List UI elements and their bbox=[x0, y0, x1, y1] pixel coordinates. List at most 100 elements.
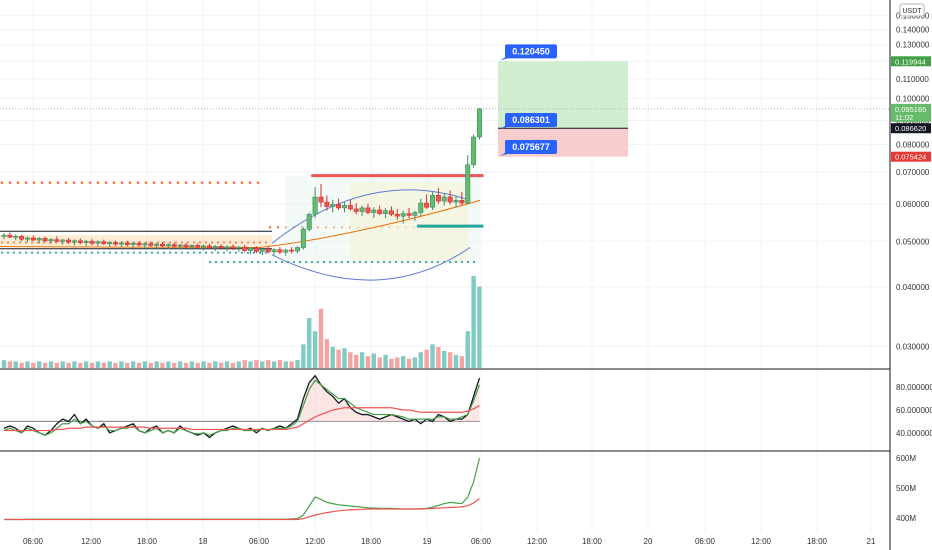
resistance-dot bbox=[80, 181, 84, 184]
teal-dot bbox=[150, 251, 154, 254]
resistance-dot bbox=[208, 181, 212, 184]
red-dot bbox=[258, 241, 262, 244]
volume-indicator-panel bbox=[4, 457, 481, 521]
volume-bar bbox=[301, 344, 306, 368]
volume-bar bbox=[224, 361, 230, 368]
volume-bar bbox=[148, 362, 153, 368]
candle-body bbox=[218, 245, 224, 249]
candle-body bbox=[459, 200, 465, 204]
volume-bar bbox=[130, 361, 136, 368]
candle-body bbox=[7, 234, 13, 238]
candle-body bbox=[430, 195, 436, 208]
volume-indicator-axis[interactable]: 600M 500M 400M bbox=[896, 454, 916, 523]
volume-bar bbox=[453, 354, 459, 368]
candle-body bbox=[371, 209, 377, 213]
volume-bar bbox=[183, 362, 189, 368]
teal-dot-low bbox=[406, 260, 410, 264]
volume-bar bbox=[400, 356, 406, 368]
candle-body bbox=[259, 248, 265, 252]
candle-body bbox=[406, 213, 412, 216]
candle-body bbox=[24, 237, 30, 240]
teal-dot bbox=[54, 251, 58, 254]
price-tick-label: 0.040000 bbox=[896, 283, 930, 292]
teal-dot bbox=[126, 251, 130, 254]
candle-body bbox=[1, 234, 7, 237]
price-tick-label: 0.070000 bbox=[896, 168, 930, 177]
vi-tick-label: 500M bbox=[896, 484, 916, 493]
mid-dot bbox=[276, 226, 280, 229]
volume-bar bbox=[330, 346, 335, 368]
volume-bar bbox=[459, 356, 465, 368]
teal-dot bbox=[132, 251, 136, 254]
candle-body bbox=[177, 244, 183, 247]
time-axis[interactable]: 06:00 12:00 18:00 18 06:00 12:00 18:00 19 06:00 1… bbox=[23, 537, 876, 546]
teal-dot-low bbox=[400, 260, 404, 264]
teal-dot bbox=[180, 251, 184, 254]
teal-dot bbox=[234, 251, 238, 254]
candle-body bbox=[242, 246, 248, 251]
resistance-dot bbox=[88, 181, 92, 184]
volume-bar bbox=[418, 352, 423, 368]
candle-body bbox=[124, 242, 130, 245]
volume-bar bbox=[424, 349, 429, 368]
candle-body bbox=[142, 243, 148, 246]
time-tick-label: 12:00 bbox=[527, 537, 548, 546]
teal-dot bbox=[114, 251, 118, 254]
volume-bar bbox=[189, 361, 195, 368]
teal-dot bbox=[120, 251, 124, 254]
volume-bar bbox=[66, 362, 71, 368]
price-tag-label: 0.075424 bbox=[895, 153, 926, 162]
currency-badge[interactable]: USDT bbox=[899, 3, 925, 17]
panel-dividers[interactable] bbox=[0, 0, 891, 550]
resistance-dot bbox=[64, 181, 68, 184]
candle-body bbox=[148, 243, 154, 246]
osc-tick-label: 80.000000 bbox=[896, 383, 932, 392]
candle-body bbox=[271, 249, 277, 253]
mid-dot bbox=[332, 226, 336, 229]
candle-body bbox=[95, 241, 101, 244]
teal-dot bbox=[72, 251, 76, 254]
teal-dot-low bbox=[214, 260, 218, 264]
red-dot bbox=[240, 241, 244, 244]
volume-bar bbox=[60, 361, 65, 368]
teal-dot bbox=[198, 251, 202, 254]
red-dot bbox=[156, 241, 160, 244]
candle-body bbox=[388, 210, 394, 215]
volume-bar bbox=[213, 361, 218, 368]
candle-body bbox=[341, 205, 347, 209]
lower-band bbox=[271, 247, 471, 281]
teal-dot-low bbox=[226, 260, 230, 264]
volume-bar bbox=[201, 361, 206, 368]
candle-body bbox=[189, 245, 195, 247]
time-tick-label: 19 bbox=[423, 537, 432, 546]
teal-dot-low bbox=[316, 260, 320, 264]
volume-bar bbox=[318, 308, 324, 368]
resistance-dot bbox=[160, 181, 164, 184]
callouts[interactable]: 0.120450 0.086301 0.075677 bbox=[500, 44, 557, 156]
price-tag-sublabel: 11:02 bbox=[895, 113, 913, 122]
resistance-dot bbox=[224, 181, 228, 184]
price-tag-current bbox=[891, 103, 931, 122]
time-tick-label: 12:00 bbox=[305, 537, 326, 546]
callout-box[interactable] bbox=[505, 139, 557, 154]
consolidation-box bbox=[0, 235, 272, 247]
candle-body bbox=[60, 239, 66, 242]
candle-body bbox=[283, 249, 289, 253]
candle-body bbox=[42, 238, 48, 242]
candle-body bbox=[130, 243, 136, 245]
teal-dot-low bbox=[364, 260, 368, 264]
oscillator-axis[interactable]: 80.000000 60.000000 40.000000 bbox=[896, 383, 932, 438]
teal-dot-low bbox=[274, 260, 278, 264]
resistance-dot bbox=[248, 181, 252, 184]
time-tick-label: 18:00 bbox=[807, 537, 828, 546]
teal-dot bbox=[240, 251, 244, 254]
red-dot bbox=[18, 241, 22, 244]
candle-body bbox=[30, 237, 36, 241]
resistance-dot bbox=[56, 181, 60, 184]
callout-box[interactable] bbox=[505, 112, 557, 127]
price-tag-entry bbox=[891, 123, 931, 134]
red-dot bbox=[6, 241, 10, 244]
time-tick-label: 06:00 bbox=[249, 537, 270, 546]
callout-box[interactable] bbox=[505, 44, 557, 59]
